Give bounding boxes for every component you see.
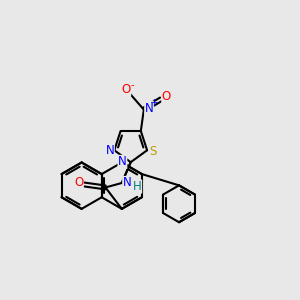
Text: +: + <box>150 98 159 108</box>
Text: N: N <box>118 155 127 168</box>
Text: -: - <box>130 80 134 90</box>
Text: N: N <box>145 102 154 115</box>
Text: O: O <box>122 83 130 96</box>
Text: N: N <box>123 176 131 190</box>
Text: N: N <box>106 144 114 157</box>
Text: H: H <box>133 180 142 193</box>
Text: O: O <box>74 176 83 190</box>
Text: O: O <box>162 90 171 103</box>
Text: S: S <box>149 145 156 158</box>
